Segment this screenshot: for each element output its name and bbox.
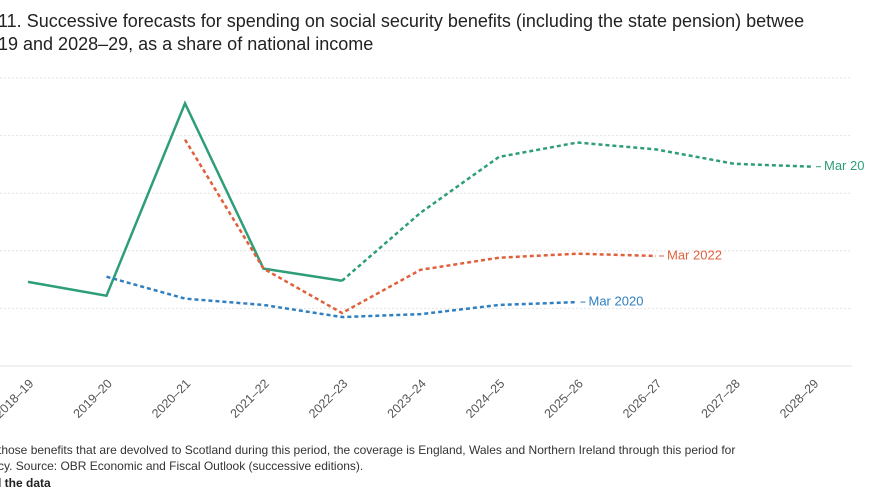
data-link[interactable]: l the data: [0, 476, 51, 490]
series-label: Mar 2022: [667, 247, 722, 262]
series-line: [27, 100, 343, 298]
x-tick-label: 2020–21: [149, 377, 193, 421]
series-line: [183, 138, 657, 315]
note: those benefits that are devolved to Scot…: [0, 443, 735, 457]
x-tick-label: 2018–19: [0, 377, 36, 421]
note: cy. Source: OBR Economic and Fiscal Outl…: [0, 459, 363, 473]
x-tick-label: 2024–25: [463, 377, 507, 421]
series-label: Mar 20: [824, 158, 864, 173]
x-tick-label: 2025–26: [542, 377, 586, 421]
x-tick-label: 2027–28: [699, 377, 743, 421]
x-tick-label: 2021–22: [228, 377, 272, 421]
chart-title: 11. Successive forecasts for spending on…: [0, 11, 804, 31]
series-line: [106, 275, 578, 319]
x-tick-label: 2019–20: [71, 377, 115, 421]
series-label: Mar 2020: [589, 294, 644, 309]
chart-title: 19 and 2028–29, as a share of national i…: [0, 34, 373, 54]
x-tick-label: 2026–27: [620, 377, 664, 421]
x-tick-label: 2022–23: [306, 377, 350, 421]
x-tick-label: 2023–24: [385, 377, 429, 421]
x-tick-label: 2028–29: [777, 377, 821, 421]
series-line: [341, 141, 814, 282]
